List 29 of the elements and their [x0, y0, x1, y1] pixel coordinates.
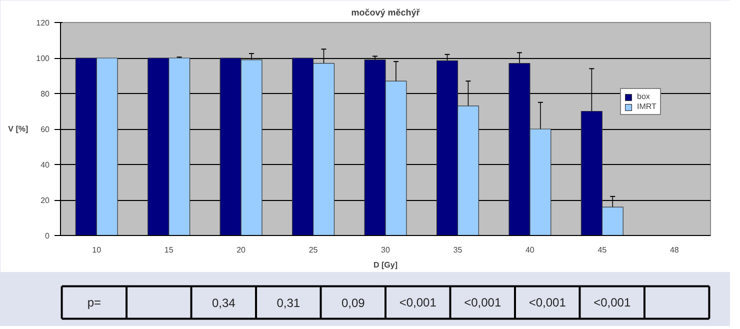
y-tick-label: 60 — [40, 125, 50, 134]
y-tick-label: 40 — [40, 160, 50, 170]
x-tick-label: 15 — [164, 246, 174, 254]
x-tick-label: 20 — [236, 246, 246, 254]
text: 0,34 — [212, 296, 236, 310]
legend-label: box — [637, 92, 651, 101]
x-tick-label: 45 — [598, 246, 608, 254]
x-axis-title: D [Gy] — [374, 260, 398, 270]
y-tick-label: 20 — [40, 196, 50, 205]
x-tick-label: 35 — [453, 246, 463, 254]
y-axis-title: V [%] — [8, 124, 28, 134]
text: <0,001 — [464, 296, 502, 310]
text: <0,001 — [528, 296, 566, 310]
text: <0,001 — [399, 296, 437, 310]
text: 0,31 — [276, 296, 300, 310]
chart-title: močový měchýř — [351, 8, 420, 18]
x-tick-label: 25 — [308, 246, 318, 254]
text: p= — [87, 296, 102, 310]
x-tick-label: 40 — [525, 246, 535, 254]
text: 0,09 — [341, 296, 366, 310]
y-tick-label: 0 — [45, 232, 50, 240]
y-tick-label: 80 — [40, 90, 50, 98]
x-tick-label: 30 — [381, 246, 390, 254]
text: <0,001 — [594, 296, 631, 310]
x-tick-label: 10 — [92, 246, 102, 254]
y-tick-label: 120 — [36, 18, 50, 28]
x-tick-label: 48 — [670, 246, 680, 254]
legend-label: IMRT — [637, 102, 657, 111]
y-tick-label: 100 — [36, 54, 50, 63]
